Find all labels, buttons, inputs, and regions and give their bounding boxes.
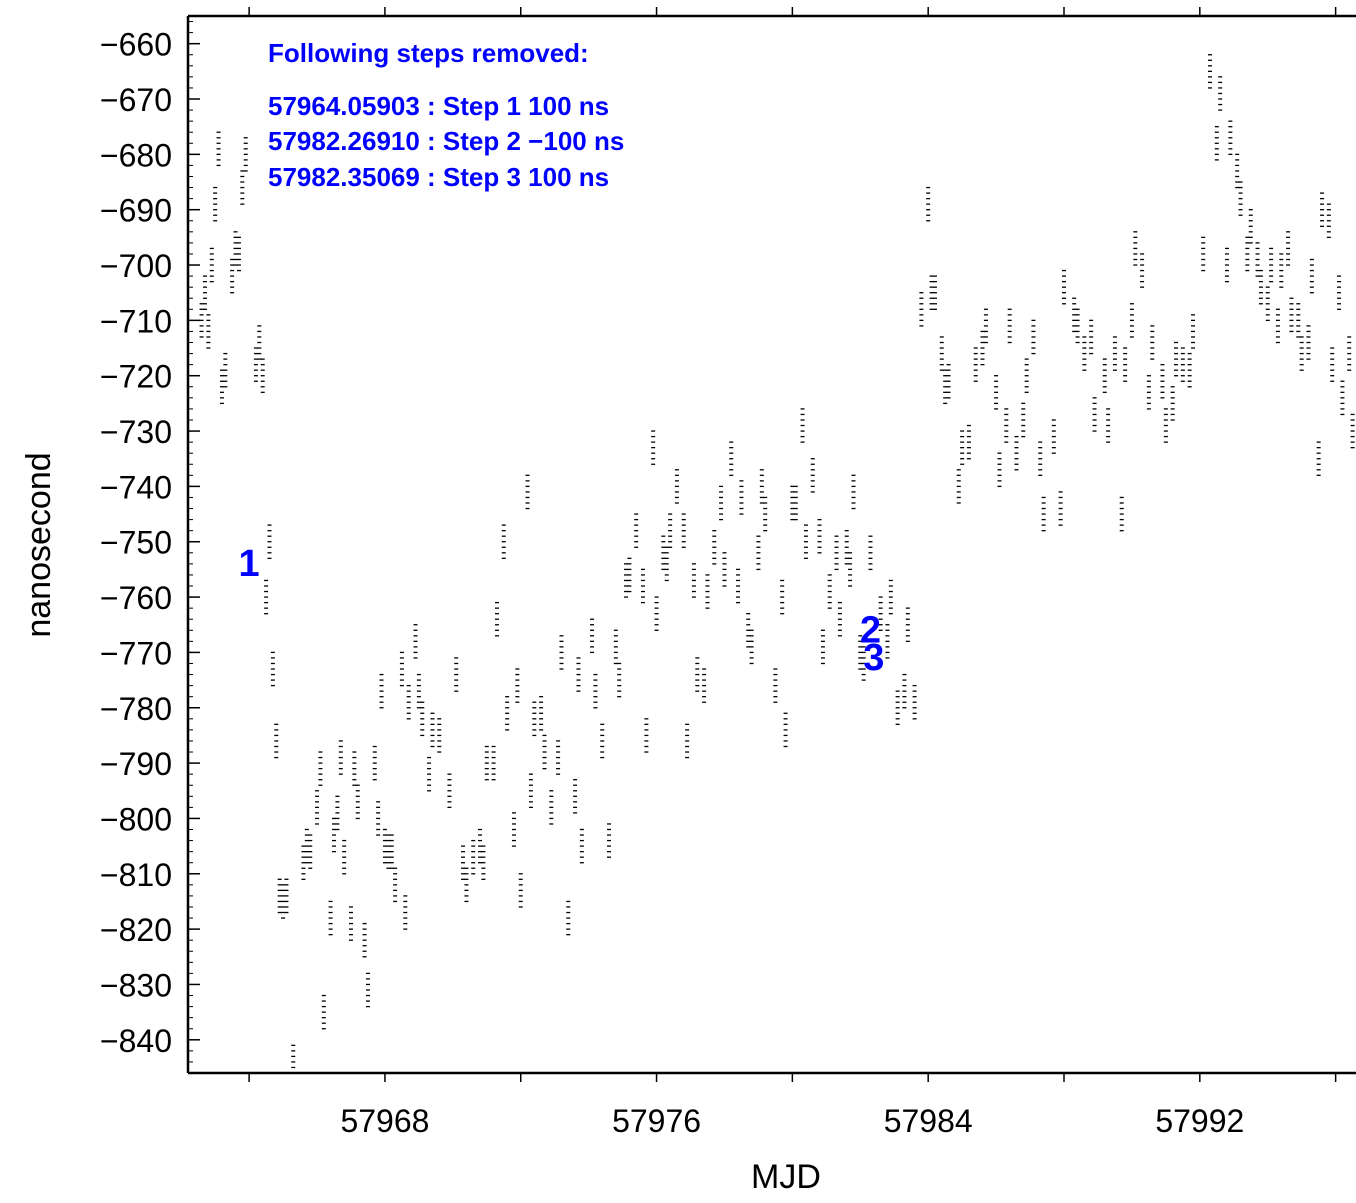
x-tick-label: 57984 [884,1103,973,1139]
step-marker-3: 3 [863,637,884,679]
points-layer [199,54,1355,1069]
y-tick-label: −830 [100,967,172,1003]
x-axis-label: MJD [751,1158,821,1196]
y-tick-label: −790 [100,746,172,782]
annotation-title: Following steps removed: [268,38,589,68]
x-tick-label: 57968 [340,1103,429,1139]
y-tick-label: −820 [100,912,172,948]
y-tick-label: −690 [100,193,172,229]
y-tick-label: −780 [100,691,172,727]
step-markers: 1 23 [239,543,885,679]
y-tick-label: −660 [100,27,172,63]
y-tick-label: −800 [100,801,172,837]
annotation-line-2: 57982.26910 : Step 2 −100 ns [268,126,624,156]
y-tick-label: −810 [100,857,172,893]
y-tick-label: −730 [100,414,172,450]
y-axis-ticks: −660 −670 −680 −690 −700 −710 −720 −730 −740 −750… [100,21,200,1074]
x-tick-label: 57992 [1155,1103,1244,1139]
y-tick-label: −710 [100,303,172,339]
y-tick-label: −760 [100,580,172,616]
annotation-line-1: 57964.05903 : Step 1 100 ns [268,91,609,121]
step-marker-2: 2 [860,609,881,651]
annotation-line-3: 57982.35069 : Step 3 100 ns [268,162,609,192]
axes-frame [186,14,1356,1075]
y-tick-label: −700 [100,248,172,284]
x-tick-label: 57976 [612,1103,701,1139]
y-tick-label: −750 [100,525,172,561]
y-tick-label: −670 [100,82,172,118]
y-tick-label: −720 [100,359,172,395]
step-marker-1: 1 [239,543,260,585]
y-tick-label: −740 [100,469,172,505]
y-tick-label: −770 [100,635,172,671]
y-axis-label: nanosecond [20,452,58,637]
x-axis-ticks: 57968 57976 57984 57992 [248,7,1337,1139]
y-tick-label: −840 [100,1023,172,1059]
y-tick-label: −680 [100,137,172,173]
